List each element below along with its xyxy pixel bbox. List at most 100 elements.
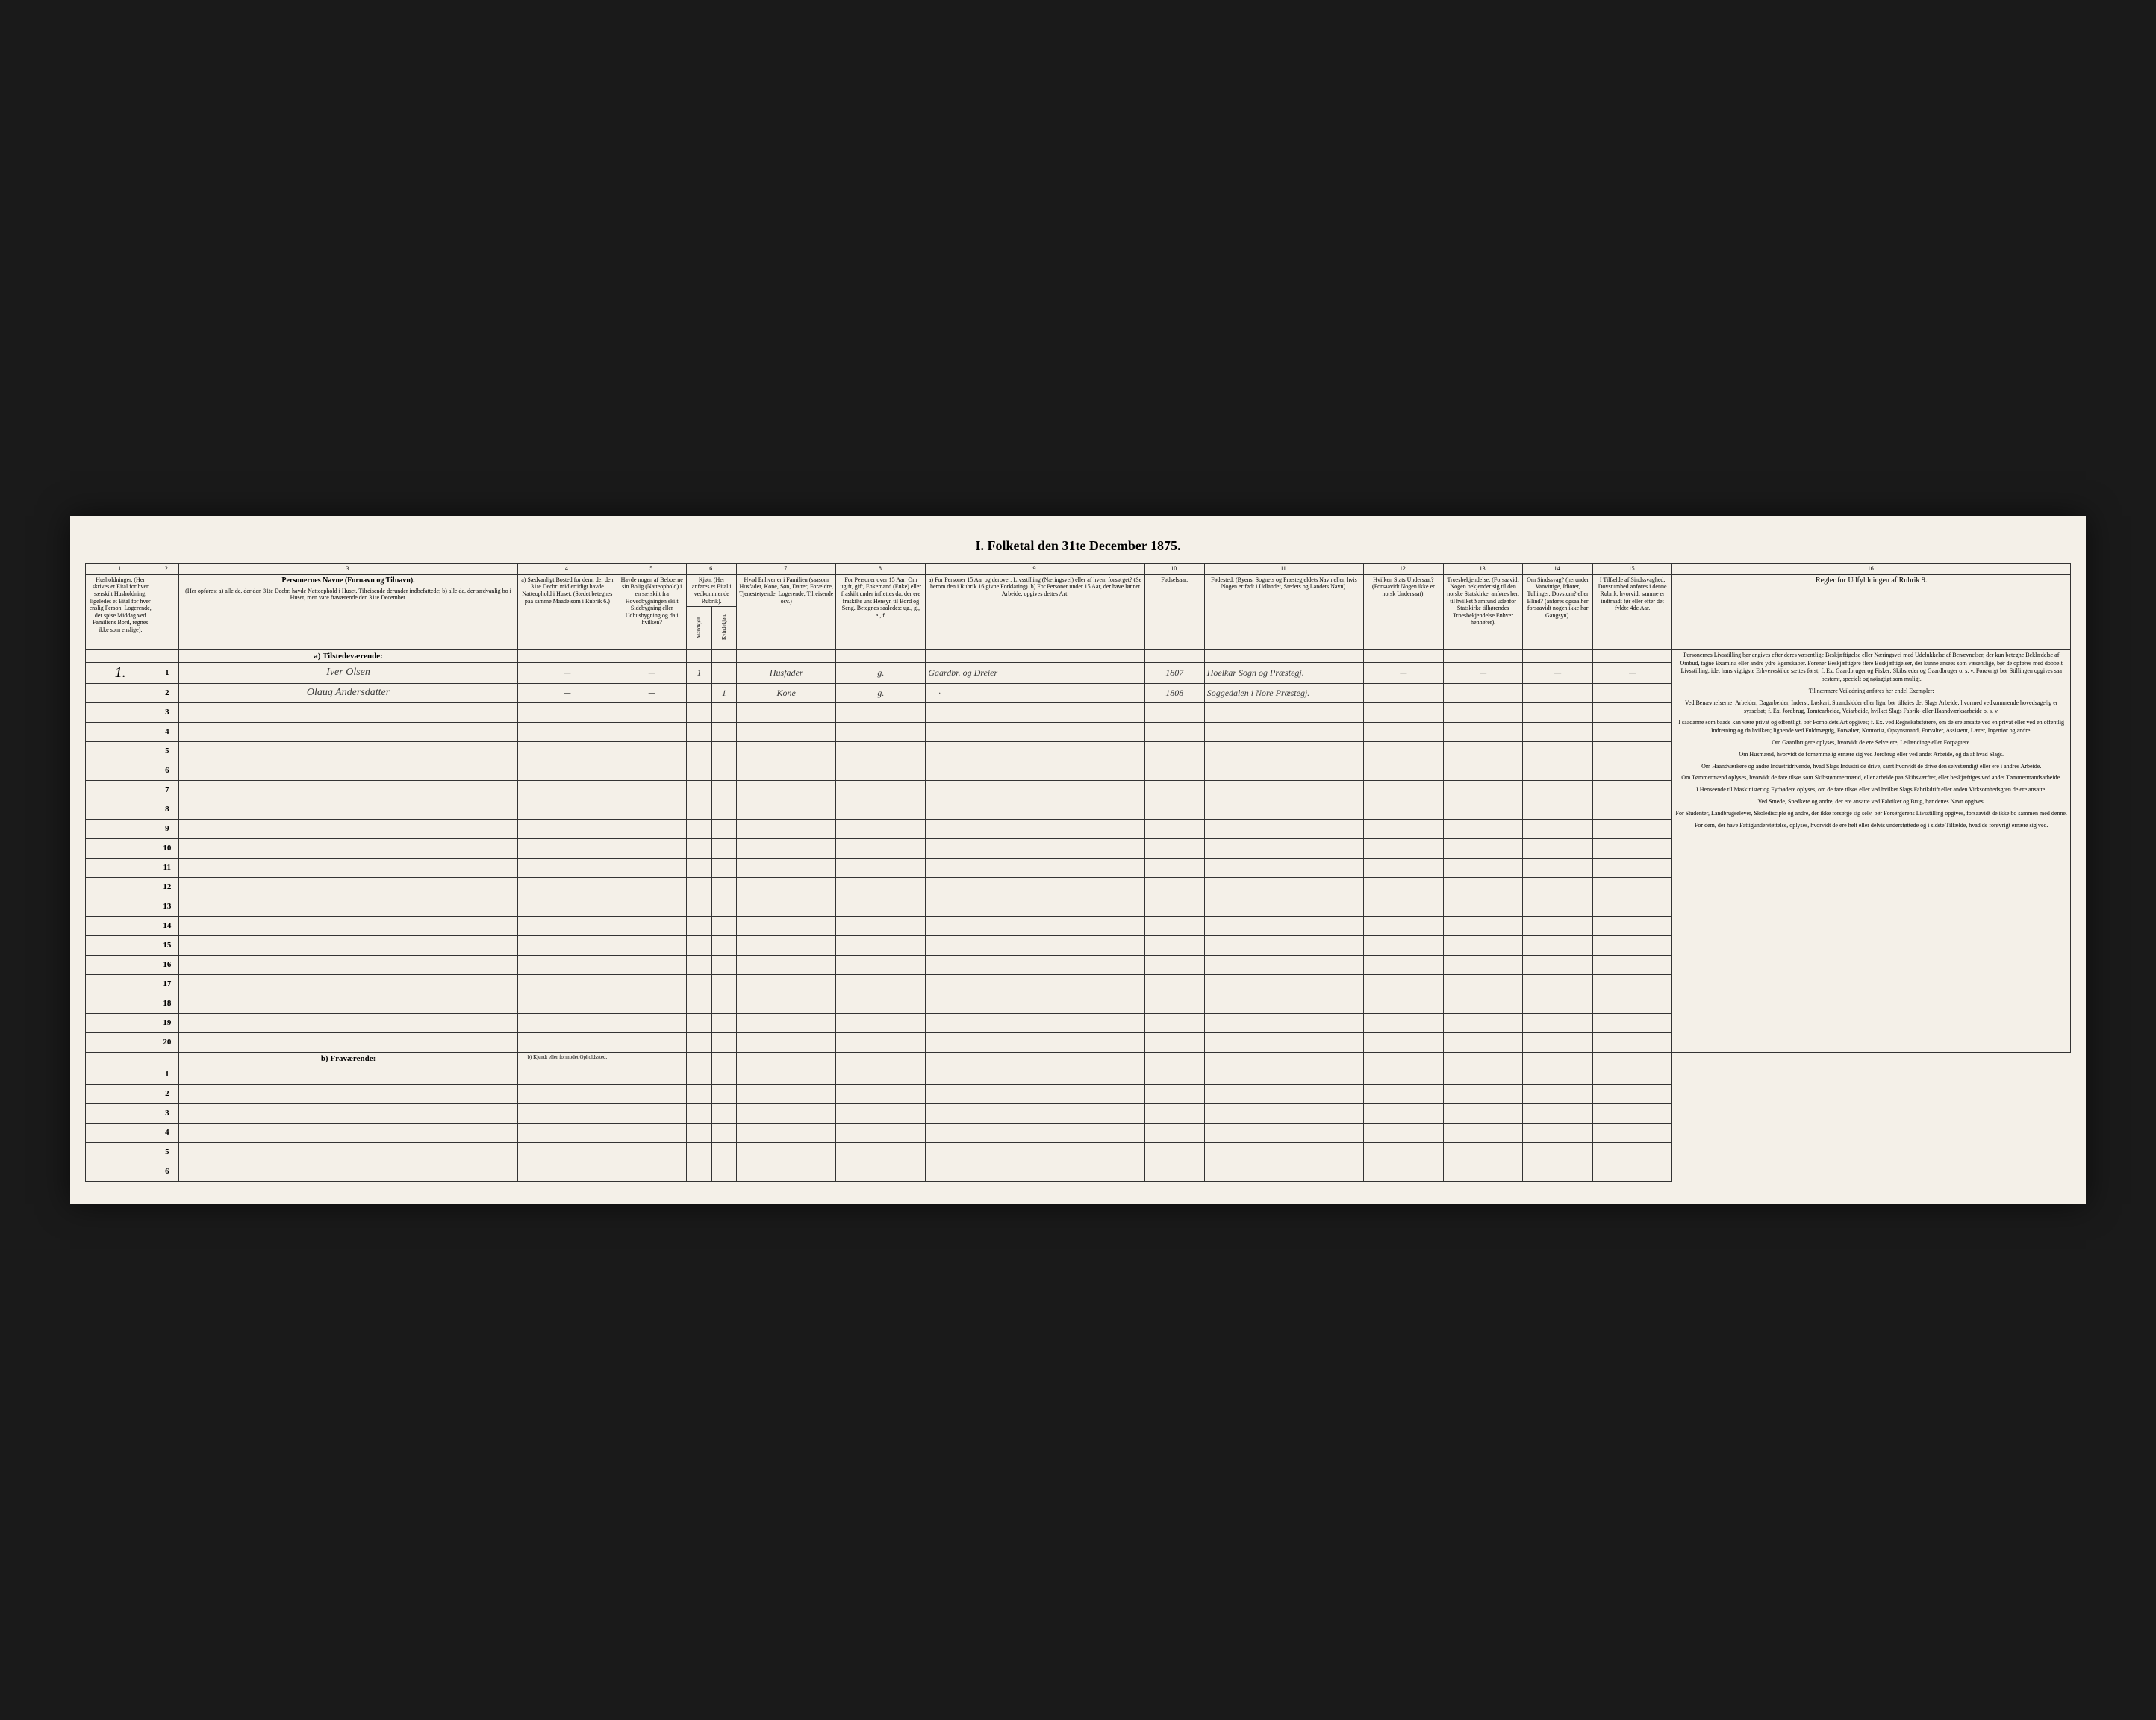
- cell-disability-age: [1592, 916, 1672, 935]
- cell-role: [737, 800, 836, 819]
- section-b-label: b) Fraværende:: [179, 1052, 517, 1065]
- household-number: [86, 955, 155, 974]
- row-number: 19: [155, 1013, 179, 1032]
- header-households: Husholdninger. (Her skrives et Eital for…: [86, 574, 155, 649]
- empty: [86, 1123, 155, 1142]
- cell-religion: [1443, 897, 1523, 916]
- header-female-label: Kvindekjøn.: [721, 608, 727, 646]
- cell-disability: [1523, 761, 1592, 780]
- cell-citizenship: [1364, 761, 1444, 780]
- cell-disability-age: [1592, 683, 1672, 702]
- rules-p3: Ved Benævnelserne: Arbeider, Dagarbeider…: [1674, 699, 2068, 716]
- cell-citizenship: [1364, 702, 1444, 722]
- colnum-3: 3.: [179, 564, 517, 575]
- cell-male: 1: [687, 662, 711, 683]
- cell-disability: [1523, 741, 1592, 761]
- cell-residence: [517, 800, 617, 819]
- cell-birthyear: [1144, 858, 1204, 877]
- table-row: 1: [86, 1065, 2071, 1084]
- cell-citizenship: [1364, 877, 1444, 897]
- household-number: [86, 761, 155, 780]
- header-female: Kvindekjøn.: [711, 607, 736, 650]
- cell-outbuilding: [617, 819, 687, 838]
- cell-occupation: [926, 955, 1144, 974]
- cell-male: [687, 800, 711, 819]
- cell-birthplace: [1204, 1032, 1363, 1052]
- household-number: [86, 683, 155, 702]
- cell-role: [737, 741, 836, 761]
- cell-birthplace: [1204, 780, 1363, 800]
- header-names-sub: (Her opføres: a) alle de, der den 31te D…: [181, 588, 514, 602]
- person-name: [179, 1142, 517, 1162]
- cell-disability: [1523, 683, 1592, 702]
- cell-birthyear: [1144, 935, 1204, 955]
- rules-p2: Til nærmere Veiledning anføres her endel…: [1674, 688, 2068, 696]
- present-persons-section: a) Tilstedeværende: Personernes Livsstil…: [86, 649, 2071, 1052]
- cell-birthplace: [1204, 1013, 1363, 1032]
- cell-disability: [1523, 974, 1592, 994]
- colnum-12: 12.: [1364, 564, 1444, 575]
- household-number: [86, 994, 155, 1013]
- cell-female: [711, 858, 736, 877]
- census-form-page: I. Folketal den 31te December 1875. 1. 2…: [70, 516, 2086, 1204]
- person-name: [179, 916, 517, 935]
- cell-birthyear: [1144, 702, 1204, 722]
- cell-marital: [836, 955, 926, 974]
- cell-residence: [517, 1013, 617, 1032]
- cell-birthyear: 1807: [1144, 662, 1204, 683]
- cell-female: [711, 1013, 736, 1032]
- cell-outbuilding: [617, 955, 687, 974]
- cell-citizenship: [1364, 780, 1444, 800]
- cell-female: [711, 722, 736, 741]
- cell-occupation: [926, 858, 1144, 877]
- cell-occupation: [926, 994, 1144, 1013]
- cell-disability: [1523, 916, 1592, 935]
- cell-male: [687, 1032, 711, 1052]
- cell-birthplace: Hoelkar Sogn og Præstegj.: [1204, 662, 1363, 683]
- person-name: [179, 858, 517, 877]
- cell-citizenship: [1364, 916, 1444, 935]
- row-number: 20: [155, 1032, 179, 1052]
- cell-birthyear: [1144, 741, 1204, 761]
- cell-outbuilding: —: [617, 683, 687, 702]
- cell-outbuilding: [617, 702, 687, 722]
- cell-disability: [1523, 819, 1592, 838]
- table-header: 1. 2. 3. 4. 5. 6. 7. 8. 9. 10. 11. 12. 1…: [86, 564, 2071, 650]
- cell-role: [737, 780, 836, 800]
- row-number: 13: [155, 897, 179, 916]
- rules-p6: Om Husmænd, hvorvidt de fornemmelig ernæ…: [1674, 751, 2068, 759]
- cell-female: [711, 955, 736, 974]
- header-citizenship: Hvilken Stats Undersaat? (Forsaavidt Nog…: [1364, 574, 1444, 649]
- person-name: [179, 761, 517, 780]
- cell-outbuilding: [617, 916, 687, 935]
- household-number: [86, 858, 155, 877]
- colnum-9: 9.: [926, 564, 1144, 575]
- cell-residence: [517, 1032, 617, 1052]
- household-number: [86, 877, 155, 897]
- cell-marital: [836, 877, 926, 897]
- cell-citizenship: [1364, 955, 1444, 974]
- cell-disability: [1523, 1013, 1592, 1032]
- cell-male: [687, 780, 711, 800]
- cell-residence: [517, 897, 617, 916]
- cell-marital: [836, 741, 926, 761]
- cell-residence: [517, 702, 617, 722]
- cell-male: [687, 683, 711, 702]
- cell-citizenship: —: [1364, 662, 1444, 683]
- cell-religion: [1443, 780, 1523, 800]
- cell-occupation: — · —: [926, 683, 1144, 702]
- household-number: [86, 780, 155, 800]
- cell-religion: [1443, 683, 1523, 702]
- cell-disability-age: —: [1592, 662, 1672, 683]
- colnum-4: 4.: [517, 564, 617, 575]
- cell-female: [711, 1032, 736, 1052]
- cell-marital: [836, 838, 926, 858]
- cell-birthplace: [1204, 916, 1363, 935]
- person-name: [179, 1065, 517, 1084]
- cell-residence: [517, 935, 617, 955]
- header-male: Mandkjøn.: [687, 607, 711, 650]
- cell-disability-age: [1592, 974, 1672, 994]
- cell-female: [711, 935, 736, 955]
- row-number: 11: [155, 858, 179, 877]
- cell-marital: [836, 819, 926, 838]
